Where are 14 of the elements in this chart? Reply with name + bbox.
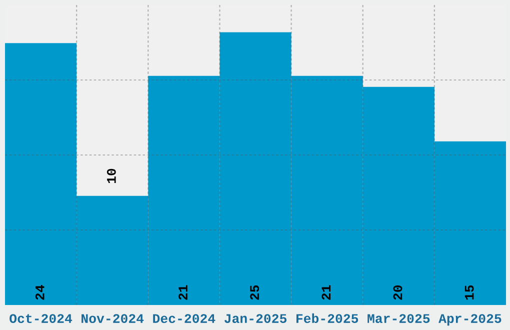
x-tick-label: Apr-2025 xyxy=(438,314,502,326)
data-label: 21 xyxy=(322,285,330,300)
data-label: 25 xyxy=(250,285,260,300)
x-tick-label: Feb-2025 xyxy=(296,313,358,324)
data-label: 24 xyxy=(35,285,44,300)
x-tick-label: Oct-2024 xyxy=(10,314,72,324)
data-label: 10 xyxy=(106,168,116,184)
x-tick-label: Mar-2025 xyxy=(368,314,430,324)
data-label: 15 xyxy=(464,285,474,300)
x-tick-label: Jan-2025 xyxy=(224,314,286,324)
data-label: 20 xyxy=(393,285,402,300)
data-label: 21 xyxy=(178,285,188,300)
x-tick-label: Nov-2024 xyxy=(82,314,144,324)
x-tick-label: Dec-2024 xyxy=(153,314,216,324)
